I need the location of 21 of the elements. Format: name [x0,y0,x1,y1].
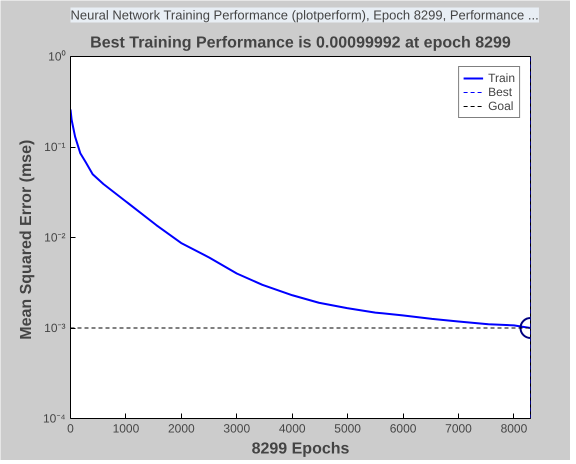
x-tick-label: 4000 [278,422,306,436]
x-tick-label: 2000 [168,422,196,436]
chart-title: Best Training Performance is 0.00099992 at epoch 8299 [90,34,511,52]
y-tick-label: 10⁰ [48,50,66,64]
x-tick-label: 0 [67,422,74,436]
y-axis-title: Mean Squared Error (mse) [18,140,35,340]
y-tick-label: 10⁻² [44,230,66,244]
legend-label: Goal [488,99,514,113]
ref-line-label: Best [488,85,512,99]
text: Neural Network Training Performance (plotperform), Epoch 8299, Performance ... [70,8,539,22]
y-tick-label: 10⁻³ [44,321,66,335]
y-tick-label: 10⁻¹ [44,140,66,154]
x-tick-label: 1000 [112,422,140,436]
x-tick-label: 8000 [500,422,528,436]
x-tick-label: 5000 [334,422,362,436]
y-tick-label: 10⁻⁴ [42,412,66,426]
legend-label: Train [488,71,515,85]
x-axis-title: 8299 Epochs [252,440,350,458]
x-tick-label: 7000 [445,422,472,436]
x-tick-label: 3000 [223,422,250,436]
x-tick-label: 6000 [390,422,417,436]
